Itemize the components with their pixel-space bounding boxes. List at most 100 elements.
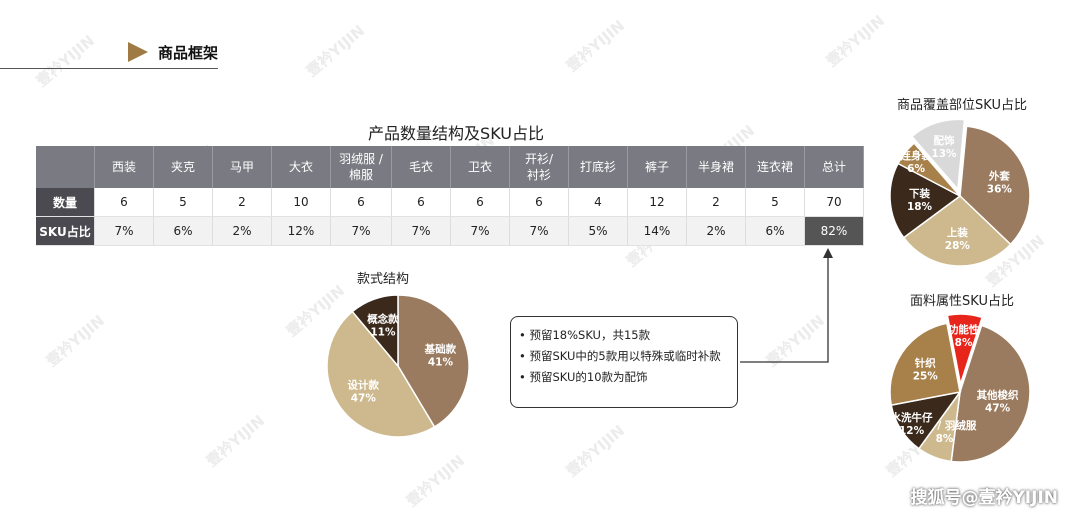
pie-slice-label: 针织: [914, 356, 936, 369]
pie-slice-value: 47%: [351, 393, 377, 405]
table-cell: 6%: [745, 216, 805, 246]
pie-slice-value: 18%: [907, 201, 933, 213]
column-header: 卫衣: [450, 146, 510, 188]
pie-slice: [902, 195, 1012, 267]
table-cell: 7%: [450, 216, 510, 246]
column-header: 西装: [94, 146, 154, 188]
table-cell: 7%: [391, 216, 451, 246]
column-header: 裤子: [627, 146, 687, 188]
pie-slice-label: 设计款: [348, 379, 380, 392]
table-cell: 2: [212, 188, 272, 217]
pie-slice-value: 6%: [907, 163, 925, 175]
table-cell: 6: [450, 188, 510, 217]
table-cell: 6: [509, 188, 569, 217]
pie-slice-label: 概念款: [367, 313, 399, 326]
table-cell: 5%: [568, 216, 628, 246]
pie-slice-label: 上装: [947, 226, 969, 239]
pie-slice-value: 11%: [370, 327, 396, 339]
note-item: 预留SKU的10款为配饰: [519, 367, 729, 388]
table-row: SKU占比 7% 6% 2% 12% 7% 7% 7% 7% 5% 14% 2% 6% 82%: [36, 216, 864, 246]
pie-slice-value: 8%: [955, 337, 973, 349]
pie-slice-label: 基础款: [424, 342, 457, 355]
pie-slice-label: 外套: [988, 169, 1010, 182]
arrowhead-icon: [823, 248, 833, 258]
table-cell: 6: [330, 188, 392, 217]
section-divider: [0, 68, 218, 69]
table-cell: 6%: [153, 216, 213, 246]
table-cell: 10: [271, 188, 331, 217]
pie-slice-label: 水洗牛仔: [890, 411, 933, 424]
pie-slice: [889, 162, 962, 239]
column-header: 夹克: [153, 146, 213, 188]
column-header: 连衣裙: [745, 146, 805, 188]
fabric-pie-title: 面料属性SKU占比: [910, 294, 1014, 309]
column-header: 大衣: [271, 146, 331, 188]
pie-slice-value: 36%: [987, 183, 1013, 195]
pie-slice-value: 13%: [931, 148, 957, 160]
pie-slice-value: 47%: [985, 402, 1011, 414]
pie-slice-value: 25%: [913, 370, 939, 382]
pie-slice-value: 41%: [428, 356, 454, 368]
table-title: 产品数量结构及SKU占比: [368, 124, 544, 143]
row-header: SKU占比: [36, 216, 95, 246]
pie-slice-label: 连身装: [900, 149, 932, 162]
table-cell: 7%: [94, 216, 154, 246]
table-cell: 2%: [212, 216, 272, 246]
table-cell: 5: [745, 188, 805, 217]
pie-slice: [896, 142, 961, 197]
table-row: 数量 6 5 2 10 6 6 6 6 4 12 2 5 70: [36, 188, 864, 217]
table-corner-cell: [36, 146, 95, 188]
column-header: 马甲: [212, 146, 272, 188]
table-cell: 2: [686, 188, 746, 217]
sku-table: 西装 夹克 马甲 大衣 羽绒服 / 棉服 毛衣 卫衣 开衫/衬衫 打底衫 裤子 半身裙 连衣裙 总计 数量…: [36, 146, 864, 246]
column-header: 半身裙: [686, 146, 746, 188]
table-cell: 7%: [330, 216, 392, 246]
pie-slice-value: 28%: [945, 240, 971, 252]
connector-line: [740, 256, 829, 363]
pie-slice-label: 其他梭织: [977, 388, 1019, 401]
pie-slice: [950, 324, 1031, 463]
table-header-row: 西装 夹克 马甲 大衣 羽绒服 / 棉服 毛衣 卫衣 开衫/衬衫 打底衫 裤子 半身裙 连衣裙 总计: [36, 146, 864, 188]
pie-slice-value: 12%: [899, 425, 925, 437]
section-title: 商品框架: [158, 44, 219, 62]
pie-slice: [959, 125, 1031, 246]
pie-slice: [326, 310, 436, 438]
pie-slice: [351, 294, 399, 369]
pie-slice-label: 下装: [909, 187, 930, 200]
table-cell: 5: [153, 188, 213, 217]
pie-slice: [910, 118, 966, 192]
pie-slice: [946, 313, 984, 385]
table-cell: 14%: [627, 216, 687, 246]
column-header: 总计: [804, 146, 864, 188]
note-item: 预留SKU中的5款用以特殊或临时补款: [519, 346, 729, 367]
pie-slice-label: 配饰: [933, 134, 954, 147]
coverage-pie-title: 商品覆盖部位SKU占比: [897, 98, 1027, 113]
pie-slice: [889, 322, 961, 406]
table-cell: 6: [94, 188, 154, 217]
table-cell: 6: [391, 188, 451, 217]
pie-slice-value: 8%: [936, 433, 954, 445]
footer-credit: 搜狐号@壹衿YIJIN: [910, 488, 1058, 508]
pie-slice: [397, 294, 470, 428]
table-cell: 12%: [271, 216, 331, 246]
table-cell: 4: [568, 188, 628, 217]
table-cell: 2%: [686, 216, 746, 246]
table-cell: 12: [627, 188, 687, 217]
style-pie-title: 款式结构: [356, 272, 409, 287]
reserve-note-box: 预留18%SKU，共15款 预留SKU中的5款用以特殊或临时补款 预留SKU的1…: [510, 316, 738, 408]
column-header: 打底衫: [568, 146, 628, 188]
column-header: 毛衣: [391, 146, 451, 188]
row-header: 数量: [36, 188, 95, 217]
table-cell: 82%: [804, 216, 864, 246]
pie-slice-label: 功能性: [948, 323, 980, 336]
column-header: 开衫/衬衫: [509, 146, 569, 188]
column-header: 羽绒服 / 棉服: [330, 146, 392, 188]
section-arrow-icon: [128, 42, 148, 62]
table-cell: 7%: [509, 216, 569, 246]
note-item: 预留18%SKU，共15款: [519, 325, 729, 346]
table-cell: 70: [804, 188, 864, 217]
